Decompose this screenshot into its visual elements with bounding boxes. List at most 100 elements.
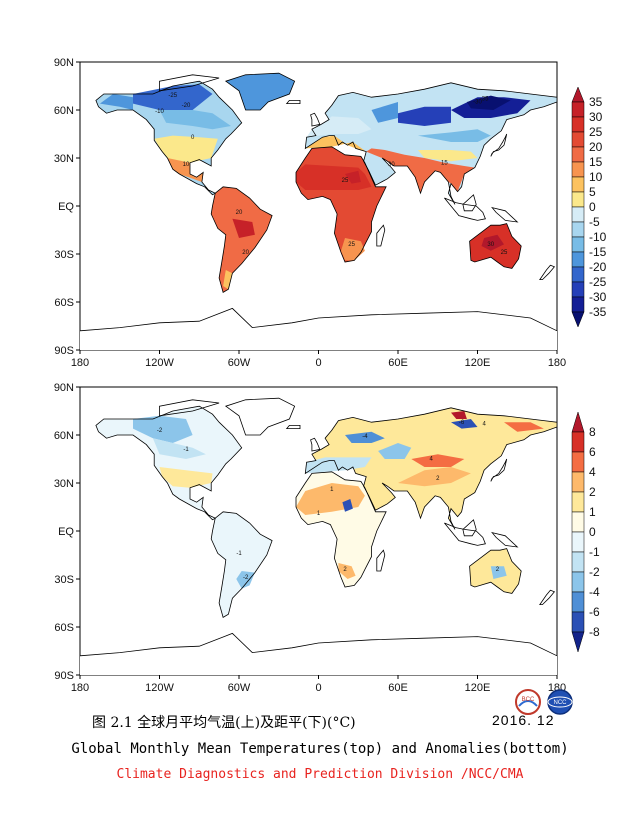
lat-label: 30N [54, 478, 74, 490]
shaded-region [159, 110, 231, 130]
colorbar: 8 6 4 2 1 0 -1 -2 -4 -6 -8 [571, 411, 600, 653]
shaded-region [378, 443, 412, 459]
lon-axis: 180 120W 60W 0 60E 120E 180 [71, 350, 566, 369]
lat-label: 60S [54, 297, 74, 309]
contour-label: -1 [236, 551, 242, 557]
colorbar-segment [571, 551, 585, 573]
shaded-region [466, 95, 511, 110]
africa-coastline [295, 146, 387, 263]
contour-label: 30 [487, 242, 494, 248]
colorbar-label: 5 [589, 185, 596, 199]
colorbar-label: -25 [589, 275, 607, 289]
ncc-logo: NCC [547, 689, 573, 715]
lat-label: 30S [54, 249, 74, 261]
colorbar-segment [571, 191, 585, 208]
region-labels: -20 -25 -30-35 -10 0 10 20 25 30 25 20 15 30 25 [155, 93, 508, 256]
contour-label: 10 [183, 162, 190, 168]
colorbar-segment [571, 471, 585, 493]
shaded-region [411, 454, 465, 467]
shaded-region [306, 116, 372, 138]
uk-coastline [310, 437, 321, 452]
lon-label: 120W [145, 357, 174, 369]
africa-coastline [295, 471, 387, 588]
region-labels: -2 -4 -6 2 4 1 -1 2 4 -1 1 2 -2 [157, 420, 500, 581]
lon-label: 0 [315, 682, 321, 694]
colorbar-label: -20 [589, 260, 607, 274]
borneo-coastline [462, 194, 477, 212]
lat-label: 90N [54, 57, 74, 69]
colorbar-segment [571, 311, 585, 328]
lon-label: 0 [315, 357, 321, 369]
japan-coastline [490, 458, 508, 482]
lon-label: 180 [71, 682, 89, 694]
agency-logos: BCC NCC [515, 689, 573, 715]
land-fill [80, 398, 557, 675]
shaded-region [223, 270, 233, 290]
shaded-region [338, 563, 356, 579]
shaded-region [225, 398, 295, 435]
colorbar-label: -15 [589, 245, 607, 259]
colorbar-segment [571, 221, 585, 238]
caption-english: Global Monthly Mean Temperatures(top) an… [71, 741, 569, 757]
colorbar-segment [571, 206, 585, 223]
bcc-logo: BCC [515, 689, 541, 715]
coastlines [79, 72, 558, 332]
shaded-region [305, 457, 372, 474]
shaded-region [211, 511, 273, 618]
australia-coastline [469, 548, 522, 594]
uk-coastline [310, 112, 321, 127]
contour-label: 20 [242, 250, 249, 256]
svg-text:BCC: BCC [522, 697, 535, 703]
madagascar-coastline [376, 224, 386, 247]
colorbar-label: 0 [589, 525, 596, 539]
svg-text:NCC: NCC [554, 700, 568, 706]
lon-label: 60E [388, 357, 408, 369]
colorbar-label: 25 [589, 125, 603, 139]
eurasia-coastline [304, 407, 558, 530]
newzealand-coastline [539, 589, 556, 606]
greenland-coastline [224, 397, 296, 436]
colorbar-segment [571, 236, 585, 253]
contour-label: 2 [436, 476, 440, 482]
namerica-coastline [95, 80, 243, 196]
colorbar-segment [571, 281, 585, 298]
namerica-coastline [95, 405, 243, 521]
lat-axis: 90N 60N 30N EQ 30S 60S 90S [54, 57, 80, 357]
shaded-region [366, 148, 475, 194]
lon-label: 120E [465, 357, 491, 369]
shaded-region [417, 129, 491, 142]
colorbar-label: -4 [589, 585, 600, 599]
contour-label: 15 [441, 160, 448, 166]
lat-label: EQ [58, 526, 74, 538]
colorbar-segment [571, 531, 585, 553]
colorbar-segment [571, 146, 585, 163]
lat-axis: 90N 60N 30N EQ 30S 60S 90S [54, 382, 80, 682]
colorbar-segment [571, 86, 585, 103]
colorbar-segment [571, 161, 585, 178]
newzealand-coastline [539, 264, 556, 281]
newguinea-coastline [491, 206, 519, 223]
temperature-anomaly-map: -2 -4 -6 2 4 1 -1 2 4 -1 1 2 -2 90N 60N 30N EQ 30S 60S 90S… [54, 382, 600, 694]
colorbar-segment [571, 131, 585, 148]
shaded-region [225, 73, 295, 110]
colorbar-label: 1 [589, 505, 596, 519]
madagascar-coastline [376, 549, 386, 572]
colorbar-segment [571, 431, 585, 453]
newguinea-coastline [491, 531, 519, 548]
shaded-region [99, 94, 133, 110]
australia-coastline [469, 223, 522, 269]
lon-label: 60W [228, 357, 251, 369]
antarctica-coastline [79, 632, 558, 657]
indonesia-coastline [444, 197, 486, 221]
shaded-region [451, 411, 467, 419]
colorbar-label: -30 [589, 290, 607, 304]
lon-label: 60W [228, 682, 251, 694]
shaded-region [80, 308, 557, 350]
colorbar-label: 2 [589, 485, 596, 499]
contour-label: -1 [183, 447, 189, 453]
colorbar-label: -8 [589, 625, 600, 639]
caption-chinese: 图 2.1 全球月平均气温(上)及距平(下)(°C) [92, 715, 356, 731]
lat-label: EQ [58, 201, 74, 213]
shaded-region [342, 499, 353, 512]
